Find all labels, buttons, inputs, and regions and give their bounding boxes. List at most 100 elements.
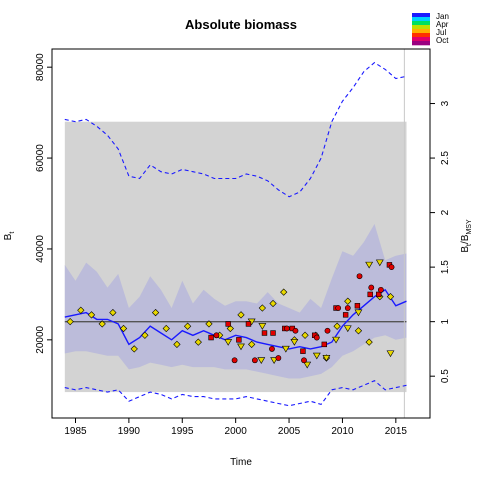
obs-circle [368,284,375,291]
obs-circle [301,357,307,364]
legend-swatch [412,37,430,42]
obs-diamond [173,340,181,349]
obs-square [300,348,306,354]
obs-circle [388,264,395,271]
obs-diamond [66,318,74,326]
y2-tick-label: 1.5 [440,260,451,274]
obs-triangle [290,339,299,346]
obs-circle [251,357,258,364]
legend-swatch [412,25,430,30]
obs-square [245,321,252,327]
obs-diamond [269,299,277,308]
obs-circle [356,273,363,280]
obs-triangle [332,336,340,344]
obs-diamond [183,322,192,330]
obs-triangle [312,352,321,360]
obs-circle [377,286,384,293]
legend-swatch [412,21,430,26]
obs-diamond [109,308,117,317]
obs-circle [313,334,320,341]
x-axis-label: Time [230,457,252,468]
obs-diamond [98,320,106,328]
obs-square [367,291,373,298]
series-line-upper-CI [64,61,407,198]
x-tick-label: 2005 [278,426,301,437]
y-tick-label: 40000 [35,235,46,263]
y-axis-label: Bt [3,232,16,241]
y2-tick-label: 1 [440,318,451,324]
obs-circle [269,346,275,352]
obs-diamond [301,331,309,339]
obs-diamond [162,324,170,333]
obs-diamond [258,304,266,312]
axes: 1985 1990 1995 2000 2005 2010 2015 20000 40000 60… [35,48,451,437]
legend-swatch [412,41,430,46]
legend-swatch [412,17,430,22]
plot-content [64,49,407,418]
legend-label: Oct [436,36,449,45]
legend-swatch [412,13,430,18]
svg-text:Bt: Bt [3,232,16,241]
obs-diamond [248,340,256,349]
obs-square [261,330,268,336]
obs-diamond [77,306,85,314]
y2-axis-label: Bt/BMSY [460,219,473,253]
obs-triangle [322,354,331,362]
obs-square [225,321,231,327]
obs-diamond [344,297,352,305]
series-line-lower-CI [64,380,407,407]
plot-area [64,49,407,418]
obs-triangle [258,323,267,330]
obs-square [376,291,382,298]
obs-circle [213,332,220,339]
obs-diamond [333,322,341,330]
legend-swatch [412,29,430,34]
obs-circle [335,305,342,311]
y2-tick-label: 2 [440,209,451,215]
obs-circle [292,327,299,334]
legend-label: Jul [436,28,446,37]
obs-diamond [205,320,213,328]
obs-triangle [237,343,245,351]
legend-label: Apr [436,20,449,29]
obs-diamond [87,311,96,319]
obs-diamond [119,324,128,333]
obs-square [270,330,276,336]
y-tick-label: 20000 [35,325,46,353]
obs-triangle [365,261,374,269]
obs-circle [344,305,351,311]
obs-triangle [375,259,384,267]
obs-diamond [237,311,245,319]
obs-diamond [280,288,288,296]
obs-diamond [226,324,234,333]
x-tick-label: 1985 [64,426,87,437]
obs-circle [231,357,238,364]
x-tick-label: 2010 [331,426,354,437]
confidence-band [64,224,407,379]
obs-triangle [224,339,233,346]
obs-diamond [130,345,138,353]
x-tick-label: 2015 [385,426,408,437]
y2-tick-label: 2.5 [440,151,451,165]
legend-label: Jan [436,12,449,21]
x-tick-label: 1990 [118,426,141,437]
obs-square [208,334,214,341]
obs-circle [275,355,282,361]
obs-circle [324,327,331,334]
obs-diamond [365,338,373,346]
obs-diamond [141,331,149,339]
obs-diamond [194,338,202,346]
obs-diamond [386,293,395,301]
plot-frame [51,48,431,419]
y2-tick-label: 0.5 [440,369,451,383]
legend-swatch [412,33,430,38]
obs-square [321,341,327,348]
obs-diamond [354,327,363,335]
obs-triangle [343,325,352,333]
y-tick-label: 80000 [35,53,46,81]
obs-triangle [257,357,266,364]
y-tick-label: 60000 [35,144,46,172]
series-line-B [64,288,407,350]
